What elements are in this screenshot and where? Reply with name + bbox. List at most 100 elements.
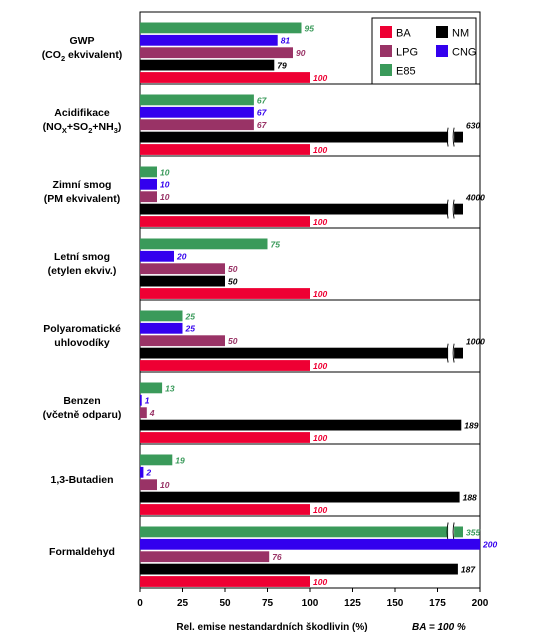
category-label: Polyaromatické [43,323,121,335]
bar-nm [140,203,463,215]
value-label: 355 [466,527,480,537]
bar-ba [140,360,310,371]
value-label: 188 [463,493,477,503]
x-tick-label: 125 [344,598,361,609]
value-label: 100 [313,577,327,587]
value-label: 81 [281,36,291,46]
value-label: 67 [257,95,268,105]
x-tick-label: 100 [302,598,319,609]
axis-break-mark [446,343,449,363]
value-label: 200 [482,540,497,550]
category-label: (CO2 ekvivalent) [42,49,123,63]
axis-break-mark [452,199,455,219]
axis-break-mark [446,127,449,147]
bar-nm [140,59,275,71]
legend-swatch-e85 [380,64,392,76]
value-label: 25 [185,324,196,334]
category-label: Benzen [63,395,100,407]
value-label: 100 [313,289,327,299]
category-group: 95 81 90 79 100 GWP (CO2 ekvivalent) [42,22,327,83]
bar-ba [140,216,310,227]
bar-nm [140,131,463,143]
value-label: 100 [313,505,327,515]
plot-area: 95 81 90 79 100 GWP (CO2 ekvivalent) 67 67 67 630 1… [42,11,497,609]
bar-e85 [140,382,163,394]
category-label: Zimní smog [53,179,112,191]
bar-cng [140,322,183,334]
x-axis-label: Rel. emise nestandardních škodlivin (%) [176,622,367,633]
bar-lpg [140,335,225,347]
value-label: 95 [305,23,315,33]
bar-nm [140,419,462,431]
value-label: 13 [165,383,175,393]
bar-ba [140,432,310,443]
value-label: 1 [145,396,150,406]
legend-label-lpg: LPG [396,47,418,59]
bar-ba [140,72,310,83]
bar-e85 [140,166,157,178]
category-label: GWP [69,35,94,47]
value-label: 67 [257,120,268,130]
axis-break-mark [452,127,455,147]
x-tick-label: 25 [177,598,189,609]
axis-break-gap [448,199,455,219]
x-tick-label: 75 [262,598,274,609]
legend: BA NM LPG CNG E85 [371,17,477,85]
legend-swatch-lpg [380,45,392,57]
bar-nm [140,275,225,287]
x-tick-label: 200 [472,598,489,609]
bar-e85 [140,22,302,34]
bar-cng [140,34,278,46]
category-group: 19 2 10 188 100 1,3-Butadien [50,443,480,515]
category-label: Formaldehyd [49,546,115,558]
legend-label-ba: BA [396,28,411,40]
value-label: 100 [313,433,327,443]
category-label: (NOX+SO2+NH3) [43,121,122,135]
bar-e85 [140,238,268,250]
note-label: BA = 100 % [412,622,466,633]
axis-break-mark [446,199,449,219]
bar-e85 [140,526,463,538]
legend-swatch-cng [436,45,448,57]
bar-ba [140,576,310,587]
value-label: 90 [296,48,306,58]
value-label: 10 [160,480,170,490]
value-label: 2 [145,468,151,478]
value-label: 19 [175,455,185,465]
category-group: 25 25 50 1000 100 Polyaromatické uhlovodíky [43,299,485,371]
value-label: 4 [149,408,155,418]
value-label: 50 [228,264,238,274]
value-label: 4000 [465,193,485,203]
bar-cng [140,250,174,262]
category-label: (etylen ekviv.) [48,265,117,277]
legend-label-e85: E85 [396,66,416,78]
value-label: 67 [257,108,268,118]
value-label: 1000 [466,337,485,347]
legend-label-nm: NM [452,28,469,40]
legend-label-cng: CNG [452,47,476,59]
bar-e85 [140,454,173,466]
category-label: Letní smog [54,251,110,263]
legend-swatch-nm [436,26,448,38]
value-label: 630 [466,121,480,131]
value-label: 50 [228,277,238,287]
x-tick-label: 50 [219,598,231,609]
value-label: 100 [313,217,327,227]
bar-lpg [140,119,254,131]
category-group: 13 1 4 189 100 Benzen (včetně odparu) [43,371,480,443]
value-label: 50 [228,336,238,346]
value-label: 25 [185,311,196,321]
bar-nm [140,347,463,359]
category-group: 10 10 10 4000 100 Zimní smog (PM ekvivalent) [44,155,485,227]
value-label: 100 [313,361,327,371]
value-label: 189 [464,421,478,431]
category-label: 1,3-Butadien [50,474,113,486]
bar-lpg [140,407,147,419]
value-label: 79 [277,61,287,71]
bar-cng [140,394,142,406]
category-label: uhlovodíky [54,337,110,349]
bar-lpg [140,191,157,203]
value-label: 10 [160,167,170,177]
